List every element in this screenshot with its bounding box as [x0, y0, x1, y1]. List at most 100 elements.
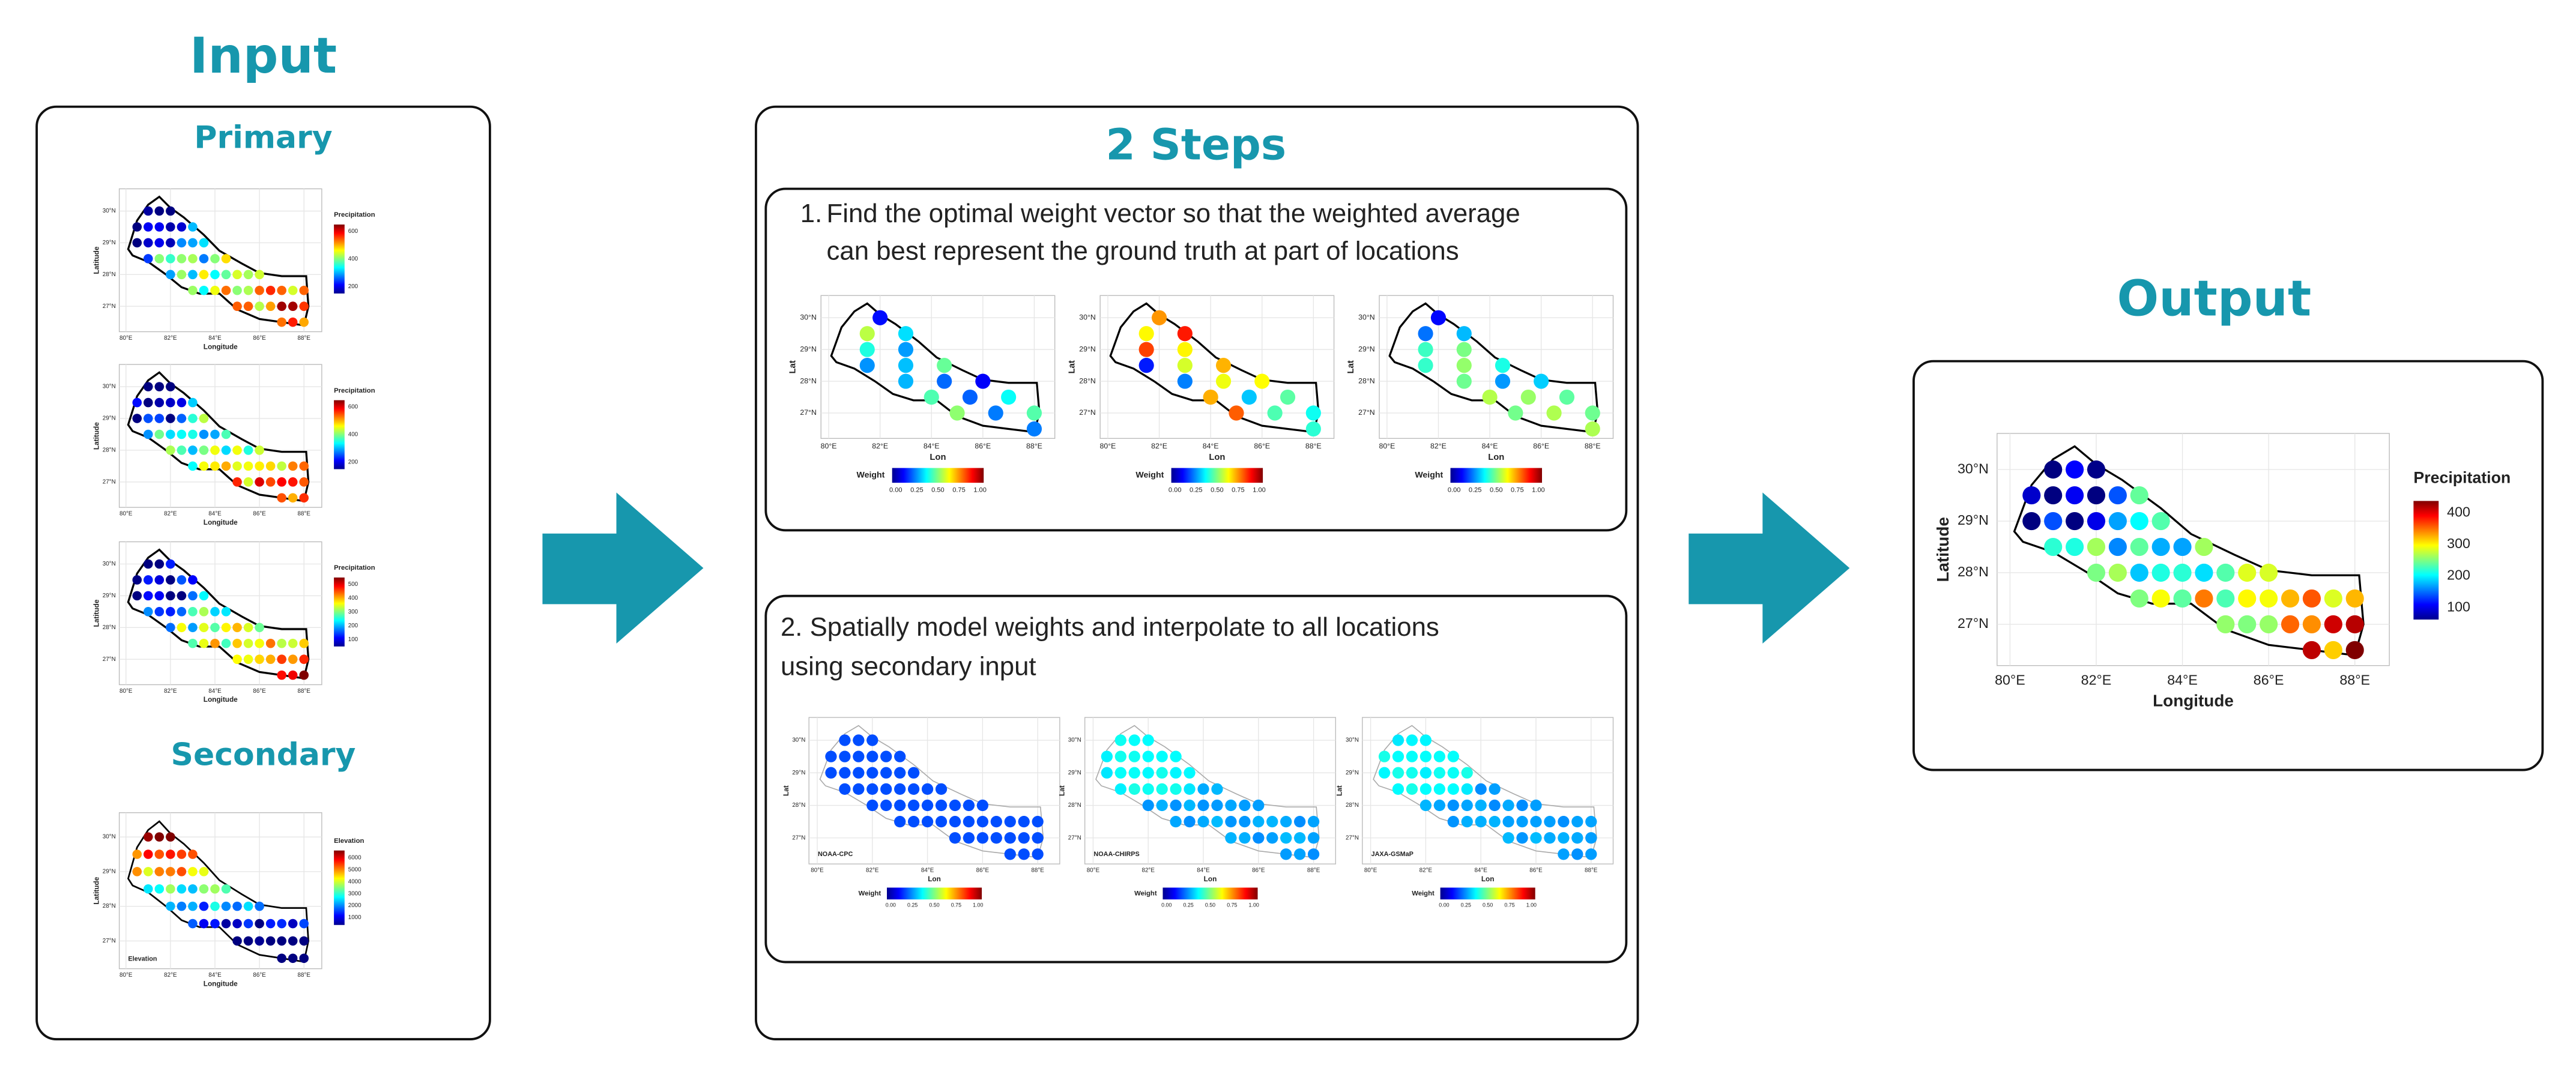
y-tick-label: 28°N	[103, 624, 116, 631]
grid-dot	[1456, 358, 1472, 373]
y-tick-label: 27°N	[1958, 615, 1989, 631]
legend-tick: 1.00	[973, 486, 987, 493]
grid-dot	[2238, 615, 2257, 634]
legend-tick: 0.00	[1169, 486, 1182, 493]
grid-dot	[866, 750, 878, 762]
axis-label: Latitude	[92, 422, 100, 450]
legend-tick: 1.00	[973, 902, 983, 908]
y-tick-label: 30°N	[1068, 737, 1081, 744]
axis-label: Longitude	[204, 342, 238, 351]
legend-tick: 0.00	[886, 902, 896, 908]
grid-dot	[1142, 767, 1154, 779]
grid-dot	[199, 884, 209, 894]
grid-dot	[199, 638, 209, 648]
grid-dot	[976, 799, 988, 812]
grid-dot	[154, 867, 165, 876]
y-tick-label: 29°N	[103, 240, 116, 246]
grid-dot	[1489, 783, 1501, 795]
grid-dot	[1456, 326, 1472, 342]
grid-dot	[1420, 799, 1432, 812]
grid-dot	[1156, 767, 1168, 779]
grid-dot	[166, 206, 175, 216]
grid-dot	[210, 445, 220, 455]
y-tick-label: 30°N	[1358, 313, 1374, 322]
x-tick-label: 88°E	[1026, 442, 1042, 450]
legend-tick: 1.00	[1249, 902, 1259, 908]
grid-dot	[288, 670, 298, 680]
x-tick-label: 80°E	[1364, 867, 1377, 874]
x-tick-label: 84°E	[208, 511, 222, 517]
grid-dot	[255, 461, 264, 471]
output-title: Output	[2117, 271, 2312, 328]
x-tick-label: 84°E	[924, 442, 940, 450]
grid-dot	[963, 832, 975, 844]
grid-dot	[144, 832, 153, 842]
grid-dot	[144, 591, 153, 601]
grid-dot	[177, 867, 187, 876]
grid-dot	[166, 270, 175, 280]
grid-dot	[288, 953, 298, 964]
grid-dot	[935, 783, 948, 795]
grid-dot	[188, 461, 198, 471]
legend-tick: 100	[2447, 599, 2470, 614]
grid-dot	[2087, 486, 2106, 505]
legend-title: Precipitation	[334, 564, 375, 572]
axis-label: Lon	[928, 875, 941, 883]
grid-dot	[2238, 589, 2257, 608]
grid-dot	[921, 783, 934, 795]
legend-tick: 4000	[348, 878, 361, 885]
grid-dot	[1520, 389, 1536, 405]
axis-label: Lon	[1204, 875, 1217, 883]
grid-dot	[177, 901, 187, 911]
grid-dot	[1447, 815, 1459, 828]
grid-dot	[963, 799, 975, 812]
grid-dot	[1114, 783, 1126, 795]
grid-dot	[1530, 815, 1542, 828]
grid-dot	[288, 301, 298, 311]
grid-dot	[154, 254, 165, 264]
grid-dot	[199, 445, 209, 455]
legend-tick: 300	[2447, 535, 2470, 551]
legend-tick: 500	[348, 581, 358, 588]
legend-tick: 0.50	[1205, 902, 1215, 908]
grid-dot	[221, 901, 231, 911]
grid-dot	[880, 767, 892, 779]
grid-dot	[199, 607, 209, 617]
grid-dot	[1001, 389, 1017, 405]
grid-dot	[2108, 511, 2127, 531]
grid-dot	[144, 607, 153, 617]
grid-dot	[1239, 799, 1251, 812]
legend-tick: 0.50	[931, 486, 945, 493]
grid-dot	[166, 429, 175, 439]
legend-tick: 0.00	[1161, 902, 1172, 908]
legend-tick: 200	[348, 623, 358, 629]
grid-dot	[990, 832, 1002, 844]
grid-dot	[166, 222, 175, 232]
grid-dot	[210, 270, 220, 280]
grid-dot	[949, 799, 961, 812]
grid-dot	[177, 270, 187, 280]
grid-dot	[1516, 799, 1528, 812]
grid-dot	[1508, 405, 1523, 421]
axis-label: Longitude	[2153, 691, 2234, 710]
secondary-title: Secondary	[171, 737, 356, 773]
grid-dot	[866, 799, 878, 812]
grid-dot	[277, 493, 286, 503]
grid-dot	[288, 317, 298, 327]
grid-dot	[166, 884, 175, 894]
axis-label: Lon	[1488, 453, 1504, 462]
grid-dot	[221, 254, 231, 264]
y-tick-label: 30°N	[1958, 460, 1989, 476]
grid-dot	[154, 884, 165, 894]
grid-dot	[1267, 405, 1283, 421]
x-tick-label: 86°E	[253, 511, 266, 517]
grid-dot	[154, 397, 165, 408]
legend-tick: 0.75	[1511, 486, 1524, 493]
grid-dot	[935, 799, 948, 812]
grid-dot	[232, 638, 242, 648]
grid-dot	[1433, 750, 1445, 762]
grid-dot	[232, 654, 242, 664]
grid-dot	[199, 429, 209, 439]
x-tick-label: 86°E	[976, 867, 990, 874]
legend-tick: 200	[2447, 567, 2470, 583]
